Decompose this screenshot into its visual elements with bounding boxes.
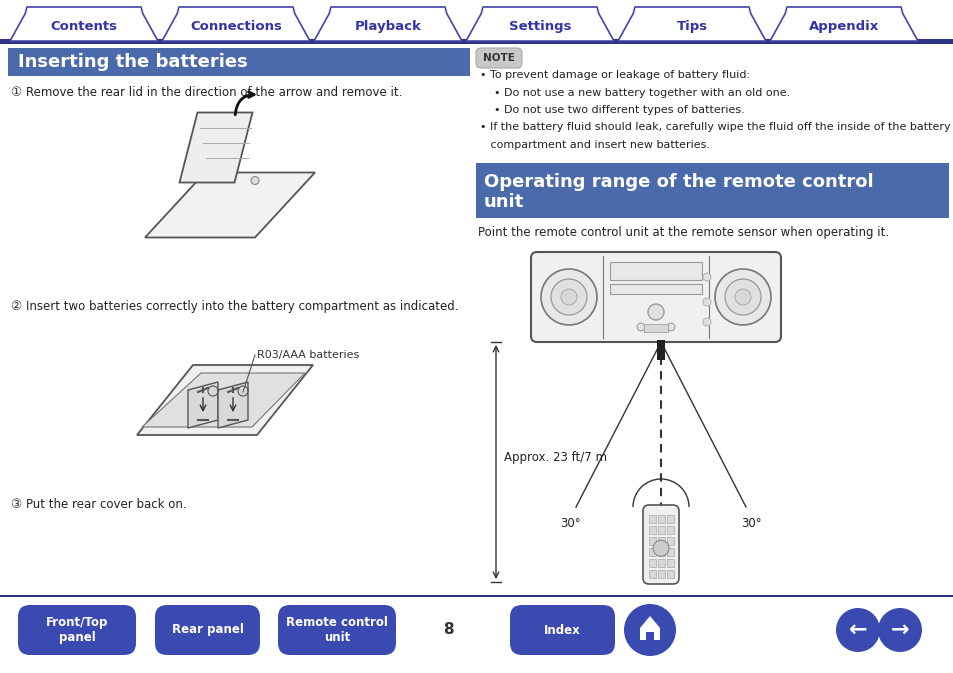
Bar <box>666 537 673 545</box>
Bar <box>658 515 664 523</box>
Bar <box>645 632 654 640</box>
Bar <box>476 163 948 218</box>
Polygon shape <box>769 7 917 41</box>
Bar <box>666 515 673 523</box>
Circle shape <box>835 608 879 652</box>
Bar <box>648 515 656 523</box>
Bar <box>643 324 667 332</box>
FancyBboxPatch shape <box>531 252 781 342</box>
Text: • Do not use a new battery together with an old one.: • Do not use a new battery together with… <box>479 87 789 98</box>
Text: 30°: 30° <box>740 517 760 530</box>
Circle shape <box>560 289 577 305</box>
Polygon shape <box>639 616 659 640</box>
Bar <box>8 48 470 76</box>
Bar <box>666 548 673 556</box>
Text: ①: ① <box>10 86 21 99</box>
Text: Point the remote control unit at the remote sensor when operating it.: Point the remote control unit at the rem… <box>477 226 888 239</box>
Text: ←: ← <box>848 620 866 640</box>
Bar <box>0 595 953 597</box>
Text: Front/Top
panel: Front/Top panel <box>46 616 108 644</box>
Text: 8: 8 <box>442 623 453 637</box>
Polygon shape <box>162 7 310 41</box>
Circle shape <box>623 604 676 656</box>
FancyBboxPatch shape <box>277 605 395 655</box>
Polygon shape <box>618 7 765 41</box>
FancyBboxPatch shape <box>476 48 521 68</box>
Text: Appendix: Appendix <box>808 20 879 33</box>
FancyBboxPatch shape <box>510 605 615 655</box>
Text: Index: Index <box>543 623 580 637</box>
Circle shape <box>734 289 750 305</box>
Text: Contents: Contents <box>51 20 117 33</box>
Bar <box>658 537 664 545</box>
Polygon shape <box>10 7 158 41</box>
Bar <box>648 526 656 534</box>
Polygon shape <box>179 112 253 182</box>
Circle shape <box>540 269 597 325</box>
Text: Settings: Settings <box>508 20 571 33</box>
Bar <box>658 526 664 534</box>
Bar <box>648 537 656 545</box>
Text: ②: ② <box>10 300 21 313</box>
Circle shape <box>551 279 586 315</box>
Text: • Do not use two different types of batteries.: • Do not use two different types of batt… <box>479 105 744 115</box>
Polygon shape <box>137 365 313 435</box>
Bar <box>658 548 664 556</box>
Circle shape <box>702 273 710 281</box>
Text: • To prevent damage or leakage of battery fluid:: • To prevent damage or leakage of batter… <box>479 70 749 80</box>
Text: R03/AAA batteries: R03/AAA batteries <box>256 350 359 360</box>
Circle shape <box>702 298 710 306</box>
Text: Insert two batteries correctly into the battery compartment as indicated.: Insert two batteries correctly into the … <box>26 300 458 313</box>
Bar <box>609 262 701 280</box>
Text: NOTE: NOTE <box>482 53 515 63</box>
Text: Put the rear cover back on.: Put the rear cover back on. <box>26 498 187 511</box>
Circle shape <box>702 318 710 326</box>
Circle shape <box>714 269 770 325</box>
Bar <box>609 284 701 294</box>
Text: Approx. 23 ft/7 m: Approx. 23 ft/7 m <box>503 450 606 464</box>
Text: ③: ③ <box>10 498 21 511</box>
Text: Inserting the batteries: Inserting the batteries <box>18 53 248 71</box>
Circle shape <box>652 540 668 557</box>
Polygon shape <box>142 373 305 427</box>
Circle shape <box>637 323 644 331</box>
Text: Remove the rear lid in the direction of the arrow and remove it.: Remove the rear lid in the direction of … <box>26 86 402 99</box>
Circle shape <box>251 176 258 184</box>
Polygon shape <box>465 7 614 41</box>
Bar <box>666 526 673 534</box>
Text: Connections: Connections <box>190 20 282 33</box>
Bar <box>658 559 664 567</box>
Text: Playback: Playback <box>355 20 421 33</box>
Text: 30°: 30° <box>559 517 580 530</box>
Bar <box>666 570 673 578</box>
Circle shape <box>877 608 921 652</box>
Text: • If the battery fluid should leak, carefully wipe the fluid off the inside of t: • If the battery fluid should leak, care… <box>479 122 949 133</box>
Bar <box>657 340 664 360</box>
Polygon shape <box>314 7 461 41</box>
Circle shape <box>724 279 760 315</box>
Polygon shape <box>145 172 314 238</box>
Bar <box>658 570 664 578</box>
Bar <box>0 39 953 44</box>
Text: compartment and insert new batteries.: compartment and insert new batteries. <box>479 140 709 150</box>
Text: Operating range of the remote control: Operating range of the remote control <box>483 173 873 191</box>
Polygon shape <box>188 382 218 428</box>
Circle shape <box>647 304 663 320</box>
Text: unit: unit <box>483 193 524 211</box>
Circle shape <box>666 323 675 331</box>
FancyBboxPatch shape <box>642 505 679 584</box>
Polygon shape <box>218 382 248 428</box>
Text: Tips: Tips <box>676 20 707 33</box>
FancyBboxPatch shape <box>18 605 136 655</box>
Bar <box>648 570 656 578</box>
Text: Rear panel: Rear panel <box>172 623 243 637</box>
FancyBboxPatch shape <box>154 605 260 655</box>
Text: →: → <box>890 620 908 640</box>
Bar <box>648 548 656 556</box>
Text: Remote control
unit: Remote control unit <box>286 616 388 644</box>
Bar <box>648 559 656 567</box>
Bar <box>666 559 673 567</box>
